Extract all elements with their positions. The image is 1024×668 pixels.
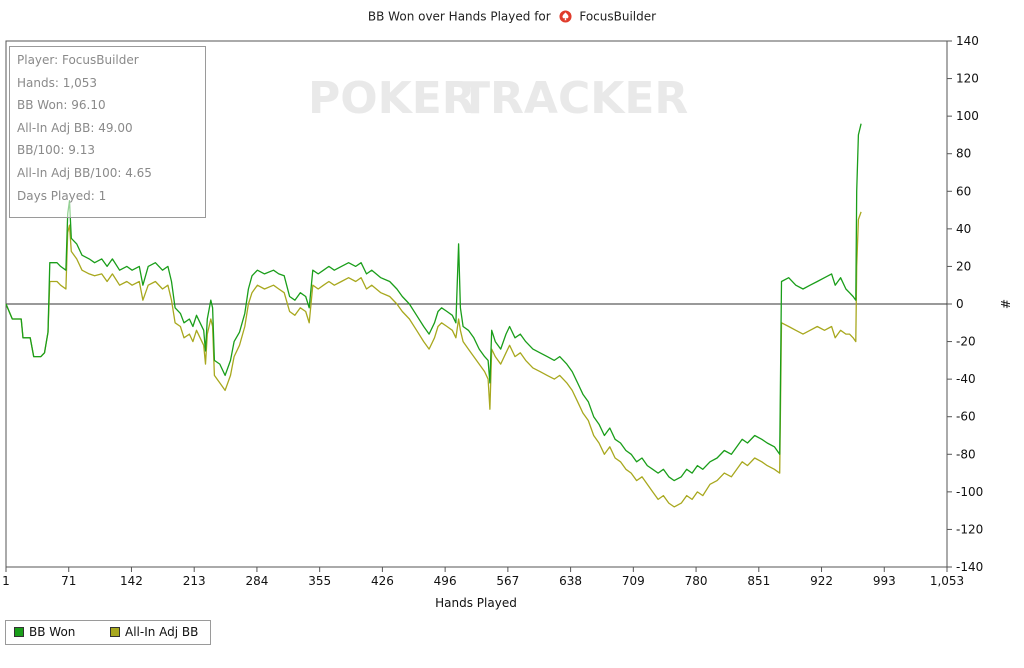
- x-tick-label: 1,053: [930, 574, 964, 588]
- x-tick-label: 1: [2, 574, 10, 588]
- chart-title-player: FocusBuilder: [579, 9, 657, 24]
- y-tick-label: 40: [956, 222, 971, 236]
- pokerstars-spade-icon: [558, 10, 572, 23]
- x-tick-label: 426: [371, 574, 394, 588]
- series-line-all-in-adj-bb: [5, 211, 862, 508]
- x-tick-label: 851: [747, 574, 770, 588]
- stat-all-in-adj-bb-per-100: All-In Adj BB/100: 4.65: [17, 166, 152, 180]
- series-layer: [5, 123, 862, 508]
- legend-swatch-bb-won: [14, 627, 24, 637]
- watermark-tracker: TRACKER: [460, 73, 688, 124]
- y-tick-label: 140: [956, 34, 979, 48]
- chart-title: BB Won over Hands Played for FocusBuilde…: [0, 9, 1024, 24]
- x-tick-label: 496: [434, 574, 457, 588]
- x-tick-label: 993: [873, 574, 896, 588]
- y-tick-label: 60: [956, 184, 971, 198]
- stat-days-played: Days Played: 1: [17, 189, 107, 203]
- legend-item-all-in-adj-bb[interactable]: All-In Adj BB: [110, 625, 198, 639]
- legend-label-bb-won: BB Won: [29, 625, 76, 639]
- x-tick-label: 213: [183, 574, 206, 588]
- y-tick-label: 0: [956, 297, 964, 311]
- y-axis: 140 120 100 80 60 40 20 0 -20 -40 -60 -80 -100 -120 -1…: [947, 34, 983, 574]
- stat-player: Player: FocusBuilder: [17, 53, 139, 67]
- chart-title-prefix: BB Won over Hands Played for: [367, 9, 551, 24]
- x-tick-label: 355: [308, 574, 331, 588]
- series-line-bb-won: [5, 123, 862, 482]
- x-axis: 1 71 142 213 284 355 426 496 567 638 709 780 851 922 9…: [2, 567, 964, 588]
- y-tick-label: 120: [956, 72, 979, 86]
- x-tick-label: 567: [496, 574, 519, 588]
- stat-bb-per-100: BB/100: 9.13: [17, 143, 95, 157]
- x-tick-label: 709: [622, 574, 645, 588]
- y-tick-label: 100: [956, 109, 979, 123]
- y-tick-label: -80: [956, 447, 976, 461]
- x-tick-label: 284: [245, 574, 268, 588]
- watermark-logo: POKER TRACKER: [308, 73, 688, 124]
- player-stats-box: Player: FocusBuilder Hands: 1,053 BB Won…: [9, 46, 206, 218]
- legend-swatch-all-in-adj-bb: [110, 627, 120, 637]
- x-tick-label: 71: [61, 574, 76, 588]
- watermark-poker: POKER: [308, 73, 476, 124]
- y-tick-label: -120: [956, 522, 983, 536]
- x-tick-label: 922: [810, 574, 833, 588]
- stat-hands: Hands: 1,053: [17, 76, 98, 90]
- y-tick-label: -40: [956, 372, 976, 386]
- legend-label-all-in-adj-bb: All-In Adj BB: [125, 625, 199, 639]
- y-tick-label: 80: [956, 147, 971, 161]
- x-tick-label: 142: [120, 574, 143, 588]
- y-tick-label: -60: [956, 410, 976, 424]
- stat-bb-won: BB Won: 96.10: [17, 98, 106, 112]
- y-tick-label: -100: [956, 485, 983, 499]
- y-axis-label: #: [998, 299, 1012, 309]
- legend: BB Won All-In Adj BB: [5, 620, 211, 645]
- stat-all-in-adj-bb: All-In Adj BB: 49.00: [17, 121, 133, 135]
- x-axis-label: Hands Played: [435, 596, 517, 610]
- legend-item-bb-won[interactable]: BB Won: [14, 625, 75, 639]
- x-tick-label: 638: [559, 574, 582, 588]
- y-tick-label: 20: [956, 259, 971, 273]
- y-tick-label: -140: [956, 560, 983, 574]
- y-tick-label: -20: [956, 335, 976, 349]
- x-tick-label: 780: [685, 574, 708, 588]
